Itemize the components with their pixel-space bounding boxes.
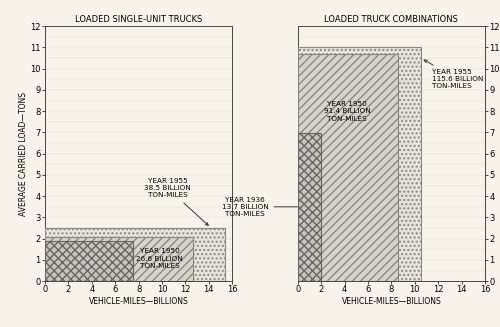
Y-axis label: AVERAGE CARRIED LOAD—TONS: AVERAGE CARRIED LOAD—TONS: [18, 92, 28, 216]
Text: YEAR 1936
14.3 BILLION
TON-MILES: YEAR 1936 14.3 BILLION TON-MILES: [62, 250, 110, 271]
Bar: [45, 228, 225, 281]
Text: YEAR 1936
13.7 BILLION
TON-MILES: YEAR 1936 13.7 BILLION TON-MILES: [222, 197, 317, 217]
X-axis label: VEHICLE-MILES—BILLIONS: VEHICLE-MILES—BILLIONS: [88, 297, 188, 306]
Text: YEAR 1950
91.4 BILLION
TON-MILES: YEAR 1950 91.4 BILLION TON-MILES: [324, 101, 370, 122]
X-axis label: VEHICLE-MILES—BILLIONS: VEHICLE-MILES—BILLIONS: [342, 297, 442, 306]
Bar: [298, 47, 421, 281]
Text: YEAR 1950
26.6 BILLION
TON-MILES: YEAR 1950 26.6 BILLION TON-MILES: [136, 249, 183, 269]
Title: LOADED SINGLE-UNIT TRUCKS: LOADED SINGLE-UNIT TRUCKS: [75, 15, 202, 24]
Bar: [45, 241, 133, 281]
Bar: [298, 133, 320, 281]
Bar: [45, 237, 193, 281]
Bar: [298, 54, 398, 281]
Text: YEAR 1955
115.6 BILLION
TON-MILES: YEAR 1955 115.6 BILLION TON-MILES: [424, 60, 484, 89]
Title: LOADED TRUCK COMBINATIONS: LOADED TRUCK COMBINATIONS: [324, 15, 458, 24]
Text: YEAR 1955
38.5 BILLION
TON-MILES: YEAR 1955 38.5 BILLION TON-MILES: [144, 178, 208, 226]
